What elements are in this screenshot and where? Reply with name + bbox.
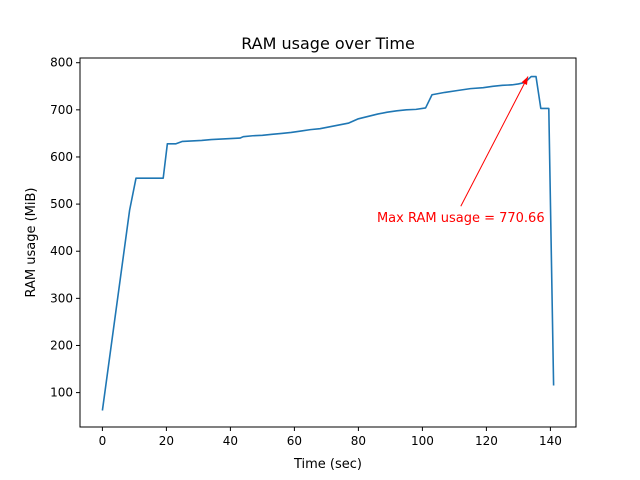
x-tick-label: 120 xyxy=(475,434,498,448)
x-tick-label: 20 xyxy=(159,434,174,448)
y-tick-label: 500 xyxy=(50,197,73,211)
x-tick-label: 80 xyxy=(351,434,366,448)
annotation-label: Max RAM usage = 770.66 xyxy=(377,211,545,226)
plot-frame xyxy=(79,57,577,428)
series-layer xyxy=(101,75,555,411)
series-line xyxy=(101,75,555,411)
y-tick-label: 600 xyxy=(50,150,73,164)
chart-title: RAM usage over Time xyxy=(241,34,415,53)
x-axis-label: Time (sec) xyxy=(293,457,362,472)
annotation-layer: Max RAM usage = 770.66 xyxy=(377,76,545,226)
annotation-arrowhead xyxy=(521,76,528,86)
y-tick-label: 100 xyxy=(50,386,73,400)
y-axis-label: RAM usage (MiB) xyxy=(24,188,39,298)
y-axis-ticks: 100 200 300 400 500 600 700 800 xyxy=(50,56,80,400)
y-tick-label: 300 xyxy=(50,291,73,305)
y-tick-label: 800 xyxy=(50,56,73,70)
y-tick-label: 700 xyxy=(50,103,73,117)
x-axis-ticks: 0 20 40 60 80 100 120 140 xyxy=(99,427,562,448)
y-tick-label: 400 xyxy=(50,244,73,258)
x-tick-label: 140 xyxy=(539,434,562,448)
y-tick-label: 200 xyxy=(50,338,73,352)
x-tick-label: 0 xyxy=(99,434,107,448)
x-tick-label: 40 xyxy=(223,434,238,448)
x-tick-label: 100 xyxy=(411,434,434,448)
annotation-arrow xyxy=(460,76,529,207)
x-tick-label: 60 xyxy=(287,434,302,448)
